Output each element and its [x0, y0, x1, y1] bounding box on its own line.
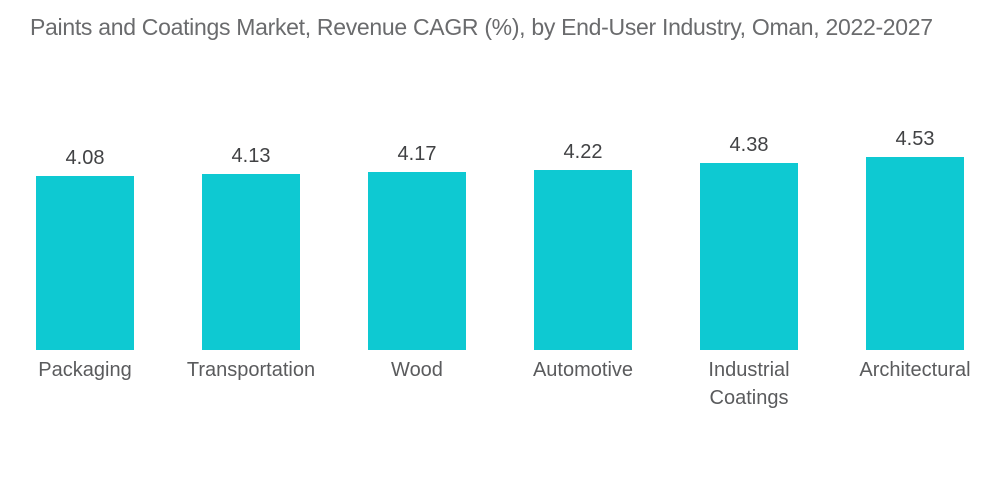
- category-label: Automotive: [532, 359, 634, 381]
- bar-value-label: 4.17: [397, 143, 437, 165]
- category-label: Industrial Coatings: [708, 359, 790, 409]
- bar-value-label: 4.08: [65, 147, 105, 169]
- bar-column: 4.22: [500, 115, 666, 350]
- bar-column: 4.08: [2, 115, 168, 350]
- bar-column: 4.13: [168, 115, 334, 350]
- bar-value-label: 4.13: [231, 145, 271, 167]
- bar-value-label: 4.38: [729, 134, 769, 156]
- category-label: Wood: [391, 359, 443, 381]
- category-label: Architectural: [859, 359, 971, 381]
- bar-automotive: [534, 170, 632, 350]
- category-axis: Packaging Transportation Wood Automotive Ind…: [0, 356, 1000, 412]
- bar-packaging: [36, 176, 134, 350]
- bar-value-label: 4.53: [895, 128, 935, 150]
- chart-title: Paints and Coatings Market, Revenue CAGR…: [30, 14, 933, 40]
- bar-architectural: [866, 157, 964, 350]
- category-label: Transportation: [186, 359, 316, 381]
- bar-industrial-coatings: [700, 163, 798, 350]
- bar-column: 4.17: [334, 115, 500, 350]
- bar-column: 4.53: [832, 115, 998, 350]
- bar-transportation: [202, 174, 300, 350]
- bar-value-label: 4.22: [563, 141, 603, 163]
- category-label: Packaging: [38, 359, 132, 381]
- bar-wood: [368, 172, 466, 350]
- bar-column: 4.38: [666, 115, 832, 350]
- bar-chart-plot-area: 4.08 4.13 4.17 4.22 4.38 4.53: [0, 115, 1000, 350]
